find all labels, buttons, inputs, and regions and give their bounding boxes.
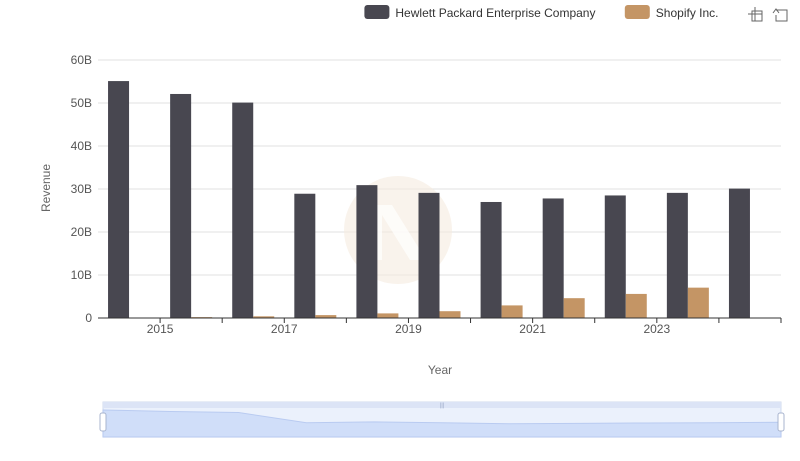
- data-zoom-selection[interactable]: [103, 408, 781, 437]
- legend[interactable]: Hewlett Packard Enterprise Company Shopif…: [364, 5, 719, 20]
- legend-label: Hewlett Packard Enterprise Company: [395, 6, 595, 20]
- data-zoom-left-handle[interactable]: [99, 412, 107, 432]
- bar-hpe-2016[interactable]: [232, 102, 254, 318]
- y-tick-label: 60B: [71, 53, 92, 67]
- bar-shopify-2016[interactable]: [253, 316, 275, 318]
- bar-shopify-2018[interactable]: [377, 313, 399, 318]
- bar-hpe-2017[interactable]: [294, 193, 316, 318]
- y-tick-label: 20B: [71, 225, 92, 239]
- x-tick-label: 2015: [147, 322, 174, 336]
- bar-hpe-2015[interactable]: [170, 93, 192, 318]
- data-zoom-preview: [102, 409, 782, 438]
- x-tick-label: 2023: [643, 322, 670, 336]
- y-tick-label: 30B: [71, 182, 92, 196]
- bar-hpe-2022[interactable]: [604, 195, 626, 318]
- legend-item-hpe[interactable]: Hewlett Packard Enterprise Company: [364, 5, 595, 20]
- bar-hpe-2019[interactable]: [418, 192, 440, 318]
- bar-shopify-2017[interactable]: [315, 315, 337, 318]
- bar-shopify-2021[interactable]: [563, 298, 585, 318]
- bar-shopify-2019[interactable]: [439, 311, 461, 318]
- y-axis-title: Revenue: [39, 164, 53, 212]
- bar-shopify-2023[interactable]: [687, 287, 709, 318]
- bar-hpe-2014[interactable]: [108, 81, 130, 318]
- data-zoom-slider[interactable]: |||: [99, 401, 785, 438]
- x-tick-label: 2021: [519, 322, 546, 336]
- legend-label: Shopify Inc.: [656, 6, 719, 20]
- svg-text:|||: |||: [440, 403, 445, 409]
- legend-item-shopify[interactable]: Shopify Inc.: [624, 5, 719, 20]
- y-tick-label: 0: [85, 311, 92, 325]
- x-tick-label: 2019: [395, 322, 422, 336]
- y-tick-label: 10B: [71, 268, 92, 282]
- zoom-select-icon[interactable]: [748, 7, 763, 22]
- legend-swatch: [364, 5, 390, 19]
- bar-hpe-2020[interactable]: [480, 201, 502, 318]
- data-zoom-top-bar[interactable]: [103, 402, 781, 408]
- bar-shopify-2020[interactable]: [501, 305, 523, 318]
- tick-labels: 0 10B 20B 30B 40B 50B 60B 2015 2017 2019 2021 2023: [71, 53, 671, 336]
- y-tick-label: 50B: [71, 96, 92, 110]
- x-axis-title: Year: [428, 363, 452, 377]
- bars: [108, 81, 750, 318]
- bar-hpe-2018[interactable]: [356, 185, 378, 318]
- bar-hpe-2021[interactable]: [542, 198, 564, 318]
- x-tick-label: 2017: [271, 322, 298, 336]
- axes: [98, 317, 782, 323]
- bar-shopify-2022[interactable]: [625, 293, 647, 318]
- zoom-reset-icon[interactable]: [772, 8, 788, 22]
- bar-hpe-2023[interactable]: [666, 192, 688, 318]
- bar-hpe-2024[interactable]: [728, 188, 750, 318]
- data-zoom-right-handle[interactable]: [777, 412, 785, 432]
- legend-swatch: [624, 5, 650, 19]
- y-tick-label: 40B: [71, 139, 92, 153]
